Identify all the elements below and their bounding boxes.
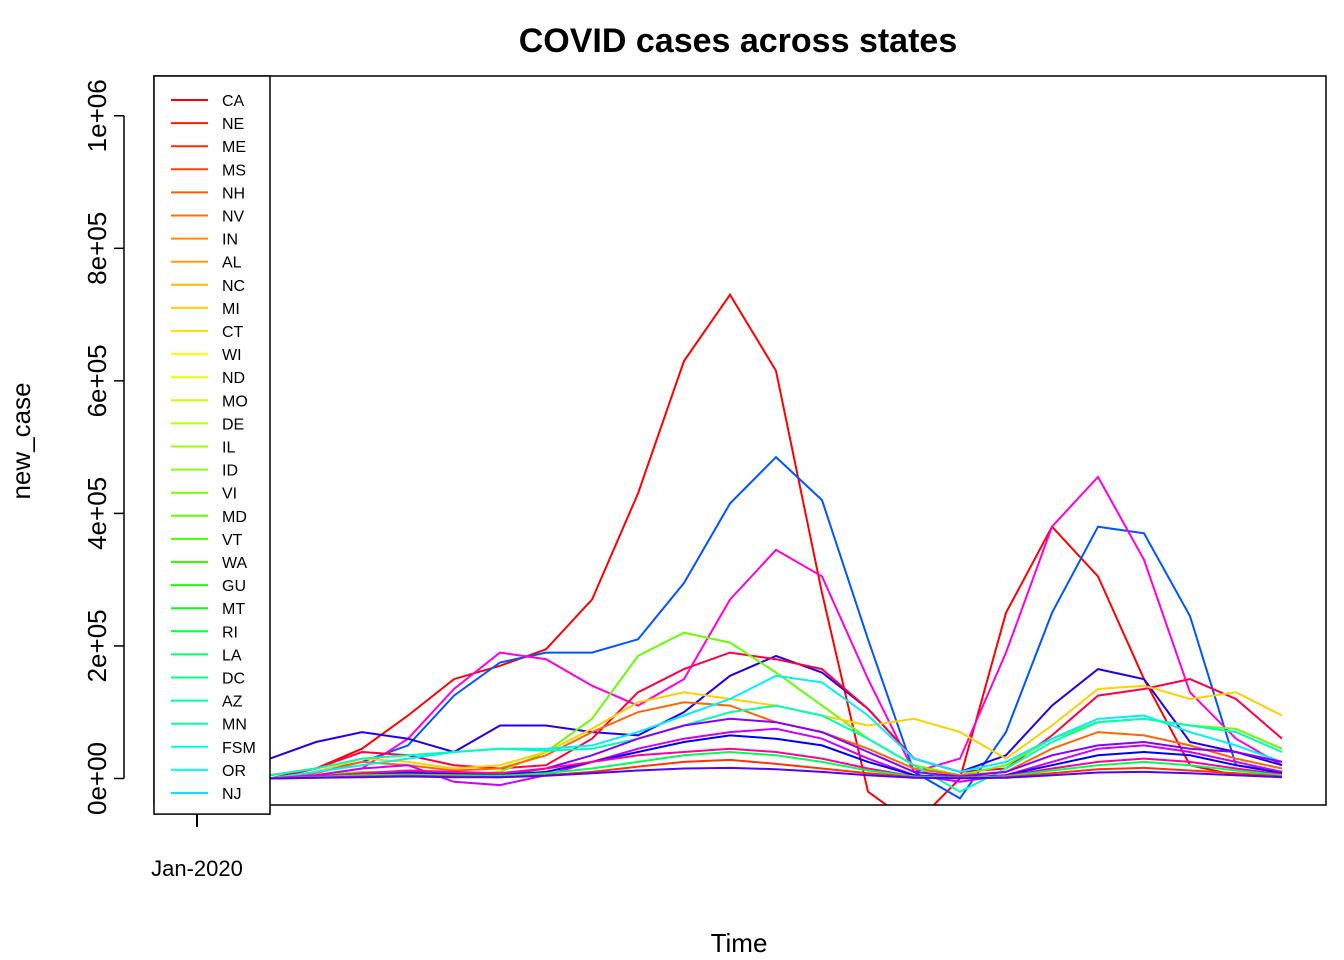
y-axis-label: new_case [6, 382, 36, 499]
legend-label: NJ [222, 786, 242, 803]
legend-label: DC [222, 671, 245, 688]
y-tick-label: 1e+06 [82, 79, 112, 152]
legend-label: WI [222, 347, 242, 364]
series-line-10 [269, 704, 1283, 793]
legend-label: NH [222, 185, 245, 202]
legend-label: CA [222, 93, 245, 110]
x-axis: Jan-2020 [151, 809, 243, 881]
series-line-15 [269, 750, 1283, 780]
legend-label: LA [222, 647, 242, 664]
legend-box [153, 75, 271, 815]
y-tick-label: 8e+05 [82, 212, 112, 285]
series-line-17 [269, 766, 1283, 780]
legend-label: MD [222, 509, 247, 526]
series-line-11 [269, 717, 1283, 780]
legend-label: AZ [222, 694, 243, 711]
legend-label: CT [222, 324, 244, 341]
plot-frame [153, 75, 1327, 806]
y-tick-label: 4e+05 [82, 477, 112, 550]
series-line-14 [269, 747, 1283, 780]
y-axis: 0e+00 2e+05 4e+05 6e+05 8e+05 1e+06 [82, 79, 125, 815]
x-axis-label: Time [711, 928, 768, 958]
legend-label: MN [222, 717, 247, 734]
series-line-3 [269, 475, 1283, 780]
legend-label: MT [222, 601, 245, 618]
legend-label: IL [222, 440, 235, 457]
legend-label: RI [222, 624, 238, 641]
legend-label: MS [222, 162, 246, 179]
legend-label: AL [222, 255, 242, 272]
legend-label: VI [222, 486, 237, 503]
legend-label: ND [222, 370, 245, 387]
y-tick-label: 0e+00 [82, 742, 112, 815]
legend-label: NE [222, 116, 244, 133]
legend-label: DE [222, 416, 244, 433]
y-tick-label: 2e+05 [82, 609, 112, 682]
series-line-8 [269, 701, 1283, 780]
series-line-2 [269, 455, 1283, 800]
series-line-5 [269, 651, 1283, 777]
y-tick-label: 6e+05 [82, 344, 112, 417]
legend-label: OR [222, 763, 246, 780]
series-line-9 [269, 674, 1283, 780]
series-line-4 [269, 654, 1283, 773]
legend-label: ID [222, 463, 238, 480]
legend-label: MI [222, 301, 240, 318]
legend-label: WA [222, 555, 248, 572]
legend-label: NC [222, 278, 245, 295]
legend-label: ME [222, 139, 246, 156]
legend-label: MO [222, 393, 248, 410]
legend-label: VT [222, 532, 243, 549]
series-line-1 [269, 292, 1282, 805]
chart-title: COVID cases across states [519, 22, 957, 60]
legend: CA NE ME MS NH NV IN AL NC MI CT WI ND MO DE IL ID VI MD VT… [153, 75, 271, 815]
legend-label: IN [222, 232, 238, 249]
x-tick-label: Jan-2020 [151, 856, 243, 881]
series-group [269, 292, 1283, 805]
legend-label: FSM [222, 740, 256, 757]
legend-label: NV [222, 209, 245, 226]
legend-label: GU [222, 578, 246, 595]
